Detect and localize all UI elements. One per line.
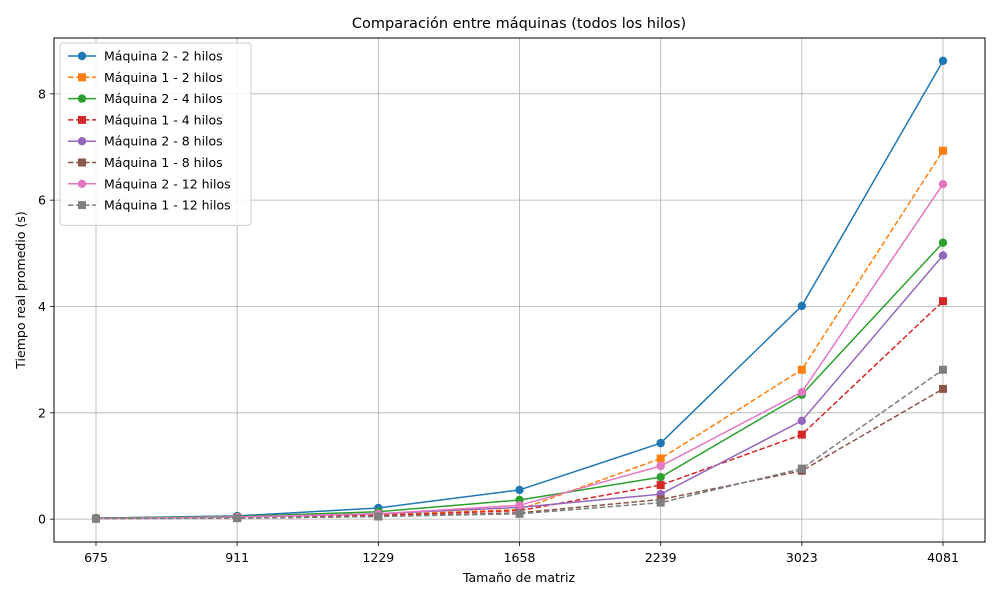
data-point	[938, 56, 948, 66]
legend-marker	[78, 201, 86, 210]
data-point	[656, 498, 665, 507]
data-point	[797, 387, 807, 397]
data-point	[797, 416, 807, 425]
data-point	[797, 464, 806, 473]
legend-item: Máquina 1 - 2 hilos	[68, 70, 223, 85]
ticks: 675 911 1229 1658 2239 3023 4081 0 2 4 6 8	[38, 86, 959, 565]
data-point	[939, 384, 947, 393]
legend-item: Máquina 2 - 12 hilos	[68, 176, 231, 191]
legend-item: Máquina 2 - 2 hilos	[68, 49, 223, 64]
y-tick-label: 4	[38, 299, 46, 314]
data-point	[656, 454, 665, 463]
data-point	[939, 146, 947, 155]
legend-marker	[77, 179, 87, 188]
data-point	[797, 365, 806, 374]
data-point	[797, 430, 806, 439]
legend-label: Máquina 2 - 8 hilos	[104, 134, 223, 149]
legend-marker	[78, 73, 86, 82]
data-point	[938, 251, 948, 260]
data-point	[938, 180, 948, 189]
legend-label: Máquina 1 - 4 hilos	[104, 112, 223, 127]
legend-label: Máquina 2 - 2 hilos	[104, 49, 223, 64]
data-point	[515, 501, 524, 510]
legend-label: Máquina 1 - 8 hilos	[104, 155, 223, 170]
x-tick-label: 675	[84, 550, 108, 565]
x-tick-label: 1658	[504, 550, 536, 565]
data-point	[939, 365, 947, 374]
legend-label: Máquina 1 - 12 hilos	[104, 198, 231, 213]
data-point	[656, 461, 665, 471]
y-tick-label: 2	[38, 405, 46, 420]
series-8	[92, 365, 947, 523]
legend-marker	[78, 115, 86, 124]
legend-marker	[78, 158, 86, 167]
x-axis-label: Tamaño de matriz	[462, 570, 576, 585]
legend-marker	[77, 51, 87, 61]
legend-item: Máquina 1 - 8 hilos	[68, 155, 223, 170]
y-axis-label: Tiempo real promedio (s)	[13, 211, 28, 369]
legend-label: Máquina 1 - 2 hilos	[104, 70, 223, 85]
data-point	[515, 509, 524, 518]
data-point	[797, 301, 807, 311]
chart-title: Comparación entre máquinas (todos los hi…	[352, 16, 686, 32]
x-tick-label: 3023	[786, 550, 818, 565]
x-tick-label: 2239	[645, 550, 677, 565]
y-tick-label: 0	[38, 512, 46, 527]
data-point	[939, 297, 947, 306]
legend-marker	[77, 94, 87, 103]
x-tick-label: 1229	[362, 550, 394, 565]
data-point	[515, 485, 524, 495]
data-point	[938, 238, 948, 247]
legend-marker	[77, 137, 87, 146]
x-tick-label: 911	[225, 550, 249, 565]
y-tick-label: 8	[38, 86, 46, 101]
data-point	[374, 512, 383, 521]
legend-label: Máquina 2 - 4 hilos	[104, 91, 223, 106]
data-point	[656, 481, 665, 490]
data-point	[656, 472, 665, 482]
legend-frame	[59, 42, 252, 226]
y-tick-label: 6	[38, 193, 46, 208]
legend-item: Máquina 2 - 8 hilos	[68, 134, 223, 149]
x-tick-label: 4081	[927, 550, 959, 565]
series-layer	[91, 56, 948, 523]
data-point	[92, 514, 100, 523]
data-point	[233, 514, 242, 523]
legend-item: Máquina 1 - 4 hilos	[68, 112, 223, 127]
legend-item: Máquina 2 - 4 hilos	[68, 91, 223, 106]
legend-label: Máquina 2 - 12 hilos	[104, 176, 231, 191]
legend-item: Máquina 1 - 12 hilos	[68, 198, 231, 213]
data-point	[656, 438, 665, 448]
legend: Máquina 2 - 2 hilos Máquina 1 - 2 hilos Má…	[59, 42, 252, 226]
